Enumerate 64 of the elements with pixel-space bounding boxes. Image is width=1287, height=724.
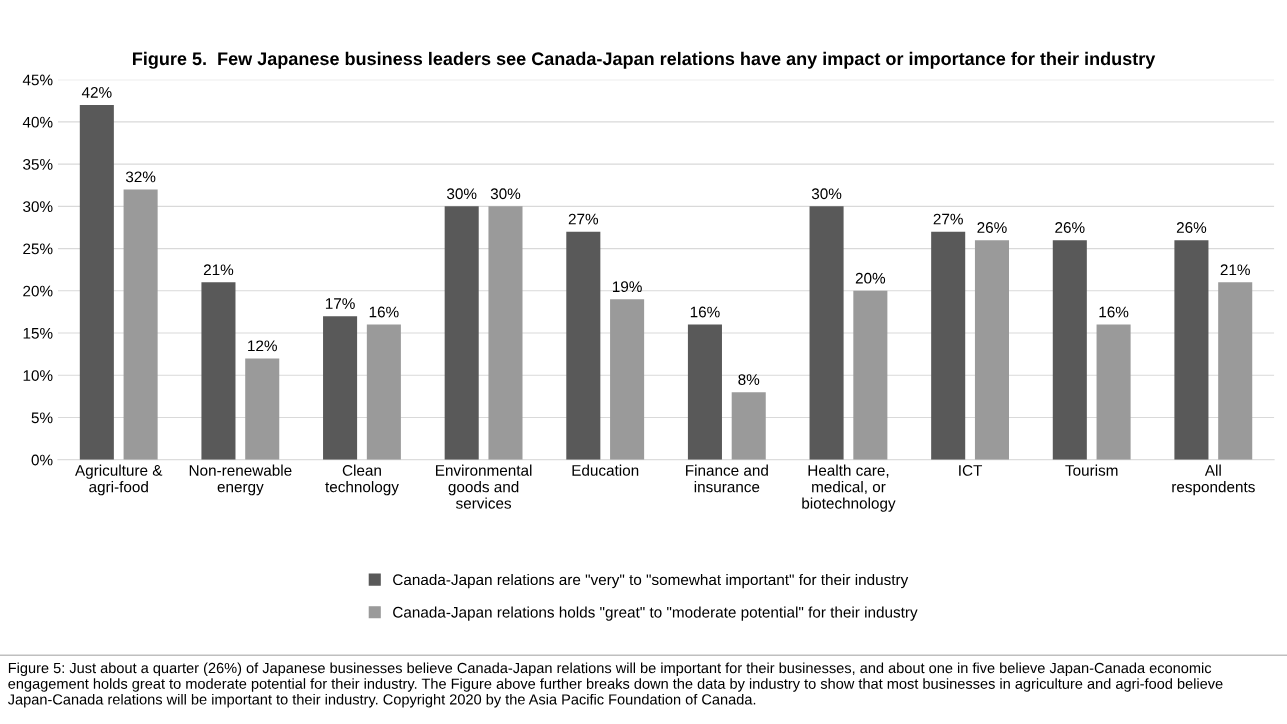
x-tick-label: Non-renewable energy xyxy=(189,464,292,496)
x-tick-label: ICT xyxy=(959,465,983,476)
x-tick-label: Tourism xyxy=(1065,464,1118,476)
y-tick-label: 0% xyxy=(31,454,53,466)
legend-label: Canada-Japan relations are "very" to "somewhat important" for their industry xyxy=(393,573,909,589)
data-label: 42% xyxy=(81,86,112,98)
x-tick-label: Environmental goods and services xyxy=(436,464,532,509)
y-tick-label: 35% xyxy=(23,158,53,170)
bar xyxy=(931,231,966,460)
bar xyxy=(1052,240,1087,460)
data-label: 26% xyxy=(1176,222,1207,233)
caption: Figure 5: Just about a quarter (26%) of Japanese businesses believe Canada-Japan relations will be important for their businesses, and about one in five believe Japan-Canada economic engagement holds great to moderate potential for their industry. The Figure above further breaks down the data by industry to show that most businesses in agriculture and agri-food believe Japan-Canada relations will be important to their industry. Copyright 2020 by the Asia Pacific Foundation of Canada. xyxy=(7,662,1223,708)
data-label: 19% xyxy=(612,281,642,293)
data-label: 16% xyxy=(369,306,399,318)
y-tick-label: 10% xyxy=(23,370,53,381)
bar xyxy=(853,290,888,460)
bar xyxy=(566,231,601,460)
bar xyxy=(974,240,1009,460)
bar xyxy=(488,206,523,460)
data-label: 21% xyxy=(1220,264,1250,276)
bar xyxy=(731,392,766,460)
data-label: 8% xyxy=(738,374,760,385)
bar xyxy=(1218,282,1253,460)
data-label: 26% xyxy=(1055,222,1085,233)
data-label: 27% xyxy=(568,213,599,225)
y-tick-label: 20% xyxy=(23,285,53,297)
chart-title: Figure 5. Few Japanese business leaders see Canada-Japan relations have any impact or importance for their industry xyxy=(133,51,1156,69)
data-label: 12% xyxy=(248,340,277,352)
data-label: 27% xyxy=(933,213,963,225)
bar xyxy=(1174,240,1209,460)
x-tick-label: All respondents xyxy=(1172,464,1255,496)
bar xyxy=(687,324,722,460)
x-tick-label: Health care, medical, or biotechnology xyxy=(802,464,896,512)
legend-label: Canada-Japan relations holds "great" to "moderate potential" for their industry xyxy=(393,606,918,621)
y-tick-label: 25% xyxy=(23,243,53,255)
data-label: 16% xyxy=(1099,306,1129,318)
y-tick-label: 15% xyxy=(23,327,53,339)
bar xyxy=(201,282,236,460)
bar xyxy=(123,189,158,460)
data-label: 26% xyxy=(977,222,1007,233)
data-label: 30% xyxy=(811,188,842,200)
bar xyxy=(610,299,645,460)
y-tick-label: 5% xyxy=(31,412,53,424)
data-label: 20% xyxy=(855,272,886,284)
x-tick-label: Agriculture & agri-food xyxy=(75,464,163,496)
data-label: 21% xyxy=(203,264,234,276)
x-tick-label: Finance and insurance xyxy=(686,464,768,493)
y-tick-label: 40% xyxy=(22,116,53,128)
x-tick-label: Clean technology xyxy=(325,464,399,496)
x-tick-label: Education xyxy=(572,464,639,476)
bar xyxy=(366,324,401,460)
data-label: 30% xyxy=(446,188,477,200)
bar xyxy=(245,358,280,460)
data-label: 32% xyxy=(125,171,156,183)
data-label: 30% xyxy=(490,188,521,200)
bar xyxy=(809,206,844,460)
bar xyxy=(1096,324,1131,460)
data-label: 16% xyxy=(690,306,720,318)
bar xyxy=(444,206,479,460)
bar xyxy=(323,316,358,460)
y-tick-label: 45% xyxy=(22,74,53,86)
bar xyxy=(79,104,114,460)
y-tick-label: 30% xyxy=(23,201,53,213)
data-label: 17% xyxy=(325,298,355,309)
